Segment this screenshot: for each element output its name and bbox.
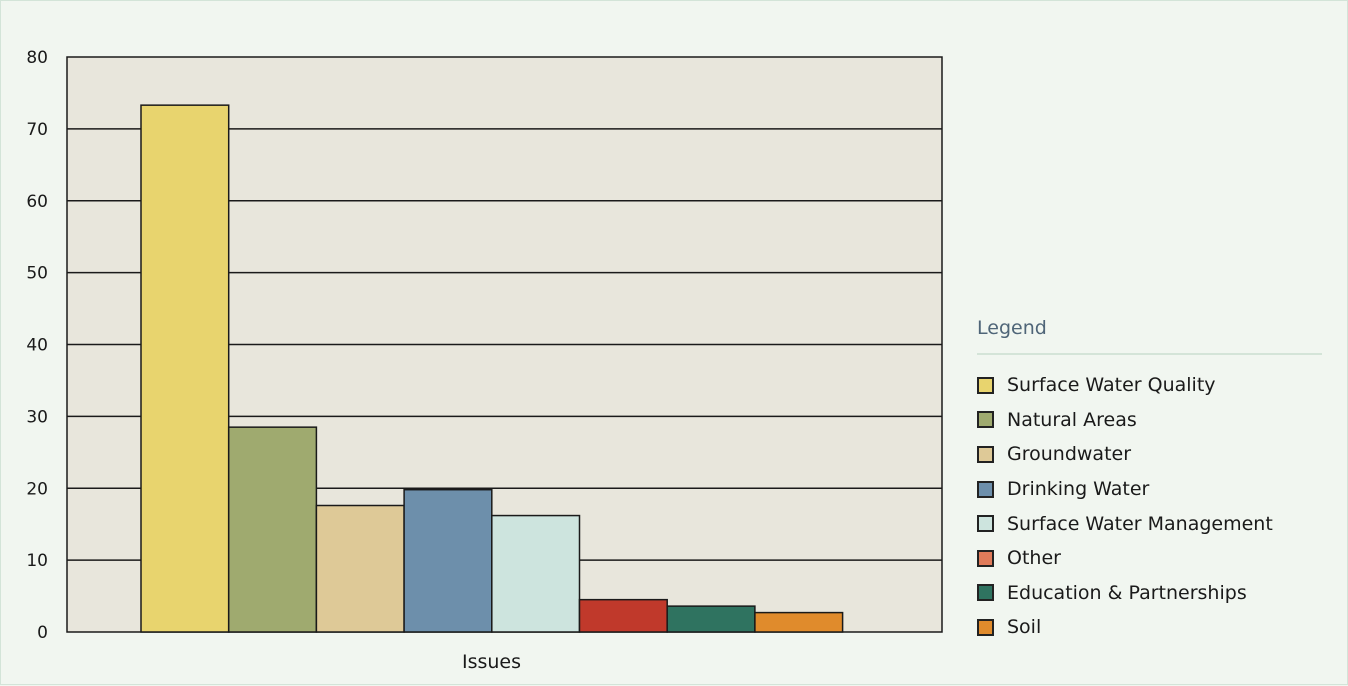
- legend-item: Natural Areas: [977, 403, 1322, 438]
- legend-title: Legend: [977, 317, 1047, 339]
- y-tick-label: 60: [26, 192, 48, 212]
- y-tick-label: 30: [26, 407, 48, 427]
- legend-swatch: [977, 376, 994, 394]
- bar-surface-water-management: [491, 514, 581, 633]
- legend-swatch: [977, 549, 994, 567]
- y-tick-label: 40: [26, 336, 48, 356]
- legend-label: Soil: [1007, 616, 1042, 639]
- bar-education-partnerships: [666, 605, 756, 633]
- legend-item: Surface Water Quality: [977, 368, 1322, 403]
- y-tick-label: 70: [26, 120, 48, 140]
- bar-groundwater: [315, 504, 405, 633]
- y-tick-label: 10: [26, 551, 48, 571]
- bar-soil: [754, 611, 844, 633]
- legend-item: Drinking Water: [977, 472, 1322, 507]
- legend-item: Surface Water Management: [977, 506, 1322, 541]
- bar-other: [578, 598, 668, 633]
- bar-drinking-water: [403, 488, 493, 633]
- legend-label: Other: [1007, 547, 1061, 570]
- bar-surface-water-quality: [140, 104, 230, 633]
- legend-swatch: [977, 618, 994, 636]
- legend-divider: [977, 353, 1322, 355]
- y-tick-label: 50: [26, 264, 48, 284]
- legend-swatch: [977, 515, 994, 533]
- legend-swatch: [977, 584, 994, 602]
- legend-item: Groundwater: [977, 437, 1322, 472]
- legend-item: Soil: [977, 610, 1322, 645]
- bar-natural-areas: [227, 426, 318, 633]
- legend-label: Education & Partnerships: [1007, 581, 1247, 604]
- y-tick-label: 20: [26, 479, 48, 499]
- bars: [140, 104, 844, 633]
- legend-swatch: [977, 411, 994, 429]
- legend-label: Surface Water Management: [1007, 512, 1273, 535]
- legend-items: Surface Water Quality Natural Areas Ground…: [977, 368, 1322, 645]
- legend-swatch: [977, 480, 994, 498]
- legend-swatch: [977, 445, 994, 463]
- legend-label: Drinking Water: [1007, 478, 1150, 501]
- y-axis-ticks: 0 10 20 30 40 50 60 70 80: [26, 48, 48, 643]
- legend: Legend Surface Water Quality Natural Area…: [977, 313, 1322, 645]
- legend-label: Natural Areas: [1007, 408, 1137, 431]
- y-tick-label: 0: [37, 623, 48, 643]
- legend-item: Education & Partnerships: [977, 576, 1322, 611]
- legend-label: Groundwater: [1007, 443, 1132, 466]
- legend-item: Other: [977, 541, 1322, 576]
- x-axis-label: Issues: [462, 651, 521, 673]
- y-tick-label: 80: [26, 48, 48, 68]
- legend-label: Surface Water Quality: [1007, 374, 1216, 397]
